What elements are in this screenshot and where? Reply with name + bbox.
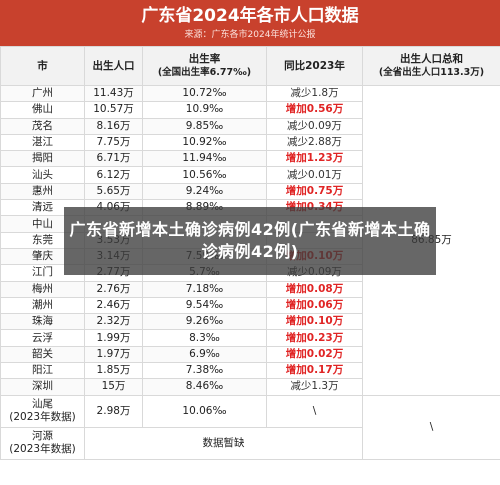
yoy-change-cell: 减少1.3万	[266, 378, 363, 396]
table-row: 揭阳 6.71万 11.94‰ 增加1.23万	[0, 150, 500, 168]
births-cell: 2.32万	[84, 313, 143, 331]
city-cell: 珠海	[0, 313, 85, 331]
total-note-cell: \	[362, 394, 500, 460]
births-cell: 2.76万	[84, 280, 143, 298]
yoy-change-cell: 增加0.17万	[266, 362, 363, 380]
city-cell: 阳江	[0, 362, 85, 380]
city-cell: 茂名	[0, 117, 85, 135]
table-row: 茂名 8.16万 9.85‰ 减少0.09万	[0, 117, 500, 135]
city-cell: 韶关	[0, 345, 85, 364]
city-cell: 梅州	[0, 280, 85, 298]
col-birth-rate: 出生率 (全国出生率6.77‰)	[142, 46, 267, 86]
yoy-change-cell: 增加1.23万	[266, 150, 363, 168]
birth-rate-cell: 6.9‰	[142, 345, 267, 364]
births-cell: 10.57万	[84, 101, 143, 119]
birth-rate-cell: 10.92‰	[142, 133, 267, 152]
births-cell: 7.75万	[84, 133, 143, 152]
birth-rate-cell: 7.18‰	[142, 280, 267, 298]
table-row: 云浮 1.99万 8.3‰ 增加0.23万	[0, 329, 500, 347]
table-row: 惠州 5.65万 9.24‰ 增加0.75万	[0, 182, 500, 201]
news-overlay-banner: 广东省新增本土确诊病例42例(广东省新增本土确诊病例42例)	[64, 207, 436, 275]
births-cell: 1.85万	[84, 362, 143, 380]
birth-rate-cell: 10.56‰	[142, 166, 267, 184]
births-cell: 6.71万	[84, 150, 143, 168]
yoy-change-cell: 增加0.08万	[266, 280, 363, 298]
yoy-change-cell: 减少2.88万	[266, 133, 363, 152]
col-total: 出生人口总和 (全省出生人口113.3万)	[362, 46, 500, 86]
table-row: 深圳 15万 8.46‰ 减少1.3万	[0, 378, 500, 396]
yoy-change-cell: 减少0.09万	[266, 117, 363, 135]
yoy-change-cell: 增加0.75万	[266, 182, 363, 201]
yoy-change-cell: 增加0.02万	[266, 345, 363, 364]
city-cell: 惠州	[0, 182, 85, 201]
city-cell: 湛江	[0, 133, 85, 152]
birth-rate-cell: 9.85‰	[142, 117, 267, 135]
city-cell: 深圳	[0, 378, 85, 396]
header-row: 市 出生人口 出生率 (全国出生率6.77‰) 同比2023年 出生人口总和 (…	[0, 46, 500, 86]
births-cell: 1.99万	[84, 329, 143, 347]
title-banner: 广东省2024年各市人口数据 来源：广东各市2024年统计公报	[0, 0, 500, 46]
table-row: 河源 (2023年数据) 数据暂缺	[0, 426, 500, 460]
births-cell: 2.46万	[84, 296, 143, 315]
table-row: 阳江 1.85万 7.38‰ 增加0.17万	[0, 362, 500, 380]
birth-rate-cell: 9.26‰	[142, 313, 267, 331]
yoy-change-cell: 增加0.06万	[266, 296, 363, 315]
birth-rate-cell: 11.94‰	[142, 150, 267, 168]
city-cell: 佛山	[0, 101, 85, 119]
city-cell: 揭阳	[0, 150, 85, 168]
col-city: 市	[0, 46, 85, 86]
col-yoy: 同比2023年	[266, 46, 363, 86]
city-cell: 云浮	[0, 329, 85, 347]
page-title: 广东省2024年各市人口数据	[141, 6, 359, 26]
birth-rate-cell: 10.06‰	[142, 394, 267, 428]
birth-rate-cell: 10.9‰	[142, 101, 267, 119]
yoy-change-cell: 增加0.10万	[266, 313, 363, 331]
birth-rate-cell: 7.38‰	[142, 362, 267, 380]
data-missing-cell: 数据暂缺	[84, 426, 363, 460]
yoy-change-cell: 减少1.8万	[266, 84, 363, 103]
source-note: 来源：广东各市2024年统计公报	[184, 30, 316, 40]
birth-rate-cell: 9.54‰	[142, 296, 267, 315]
births-cell: 15万	[84, 378, 143, 396]
yoy-change-cell: 减少0.01万	[266, 166, 363, 184]
births-cell: 1.97万	[84, 345, 143, 364]
birth-rate-cell: 10.72‰	[142, 84, 267, 103]
births-cell: 6.12万	[84, 166, 143, 184]
yoy-change-cell: 增加0.56万	[266, 101, 363, 119]
births-cell: 8.16万	[84, 117, 143, 135]
table-row: 汕尾 (2023年数据) 2.98万 10.06‰ \ \	[0, 394, 500, 460]
yoy-change-cell: 增加0.23万	[266, 329, 363, 347]
births-cell: 5.65万	[84, 182, 143, 201]
table-row: 梅州 2.76万 7.18‰ 增加0.08万	[0, 280, 500, 298]
births-cell: 2.98万	[84, 394, 143, 428]
city-cell: 肇庆	[0, 247, 85, 266]
table-row: 汕头 6.12万 10.56‰ 减少0.01万	[0, 166, 500, 184]
city-cell: 汕尾 (2023年数据)	[0, 394, 85, 428]
yoy-change-cell: \	[266, 394, 363, 428]
table-row: 湛江 7.75万 10.92‰ 减少2.88万	[0, 133, 500, 152]
col-births: 出生人口	[84, 46, 143, 86]
city-cell: 潮州	[0, 296, 85, 315]
birth-rate-cell: 8.46‰	[142, 378, 267, 396]
births-cell: 11.43万	[84, 84, 143, 103]
birth-rate-cell: 8.3‰	[142, 329, 267, 347]
birth-rate-cell: 9.24‰	[142, 182, 267, 201]
city-cell: 汕头	[0, 166, 85, 184]
city-cell: 广州	[0, 84, 85, 103]
city-cell: 河源 (2023年数据)	[0, 426, 85, 460]
